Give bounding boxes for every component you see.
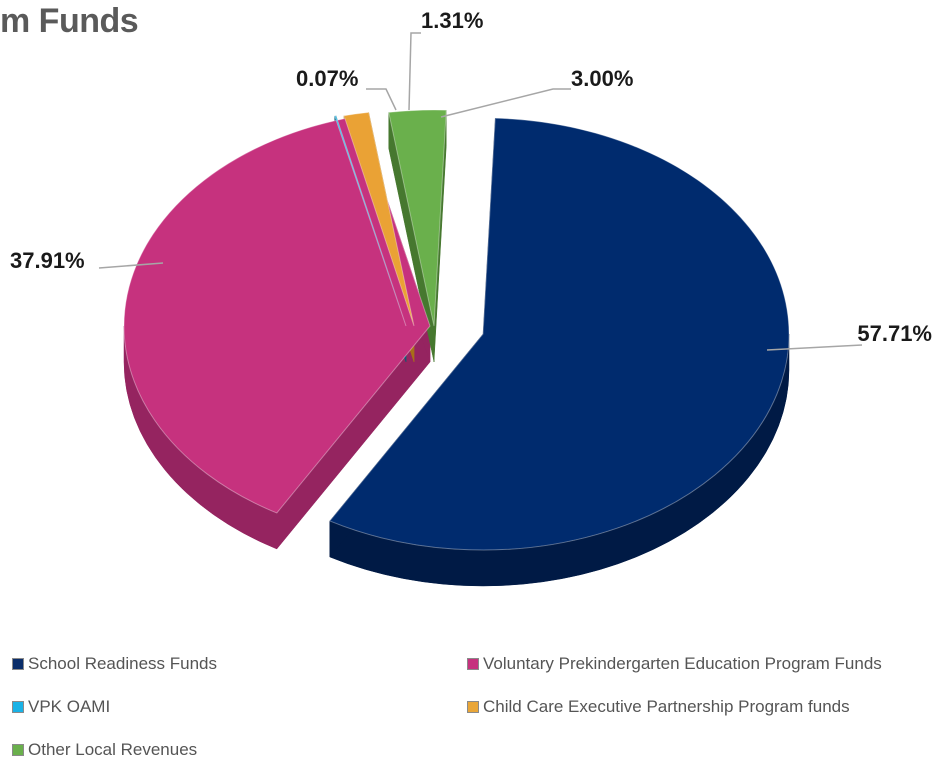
legend-label: School Readiness Funds xyxy=(28,654,218,673)
data-label: 37.91% xyxy=(10,248,85,273)
leader-line xyxy=(366,88,397,111)
legend: School Readiness Funds Voluntary Prekind… xyxy=(12,648,932,762)
legend-item-vpk-funds: Voluntary Prekindergarten Education Prog… xyxy=(467,654,882,674)
pie-tops xyxy=(123,109,790,551)
leader-line xyxy=(408,32,421,111)
legend-item-vpk-oami: VPK OAMI xyxy=(12,697,110,717)
data-label: 1.31% xyxy=(421,8,483,33)
legend-item-ccep-funds: Child Care Executive Partnership Program… xyxy=(467,697,850,717)
leader-line xyxy=(440,88,571,118)
data-label: 3.00% xyxy=(571,66,633,91)
data-label: 0.07% xyxy=(296,66,358,91)
pie-slice xyxy=(388,109,447,327)
pie-slice xyxy=(334,115,407,327)
pie-slice xyxy=(343,111,415,327)
legend-swatch xyxy=(12,701,24,713)
data-label: 57.71% xyxy=(857,321,932,346)
chart-title: m Funds xyxy=(0,2,139,40)
pie-slice xyxy=(328,117,790,551)
pie-chart: 57.71% 37.91% 0.07% 1.31% 3.00% xyxy=(10,8,932,587)
legend-label: VPK OAMI xyxy=(28,697,111,716)
pie-slice xyxy=(123,115,431,514)
pie-labels: 57.71% 37.91% 0.07% 1.31% 3.00% xyxy=(10,8,932,351)
legend-swatch xyxy=(467,701,479,713)
legend-swatch xyxy=(12,744,24,756)
legend-label: Voluntary Prekindergarten Education Prog… xyxy=(483,654,882,673)
legend-label: Other Local Revenues xyxy=(28,740,198,759)
legend-item-other-local-revenues: Other Local Revenues xyxy=(12,740,197,760)
legend-swatch xyxy=(467,658,479,670)
leader-line xyxy=(98,262,164,269)
legend-label: Child Care Executive Partnership Program… xyxy=(483,697,850,716)
legend-swatch xyxy=(12,658,24,670)
leader-line xyxy=(766,344,863,351)
pie-slice-wall xyxy=(433,110,447,363)
legend-item-school-readiness: School Readiness Funds xyxy=(12,654,217,674)
